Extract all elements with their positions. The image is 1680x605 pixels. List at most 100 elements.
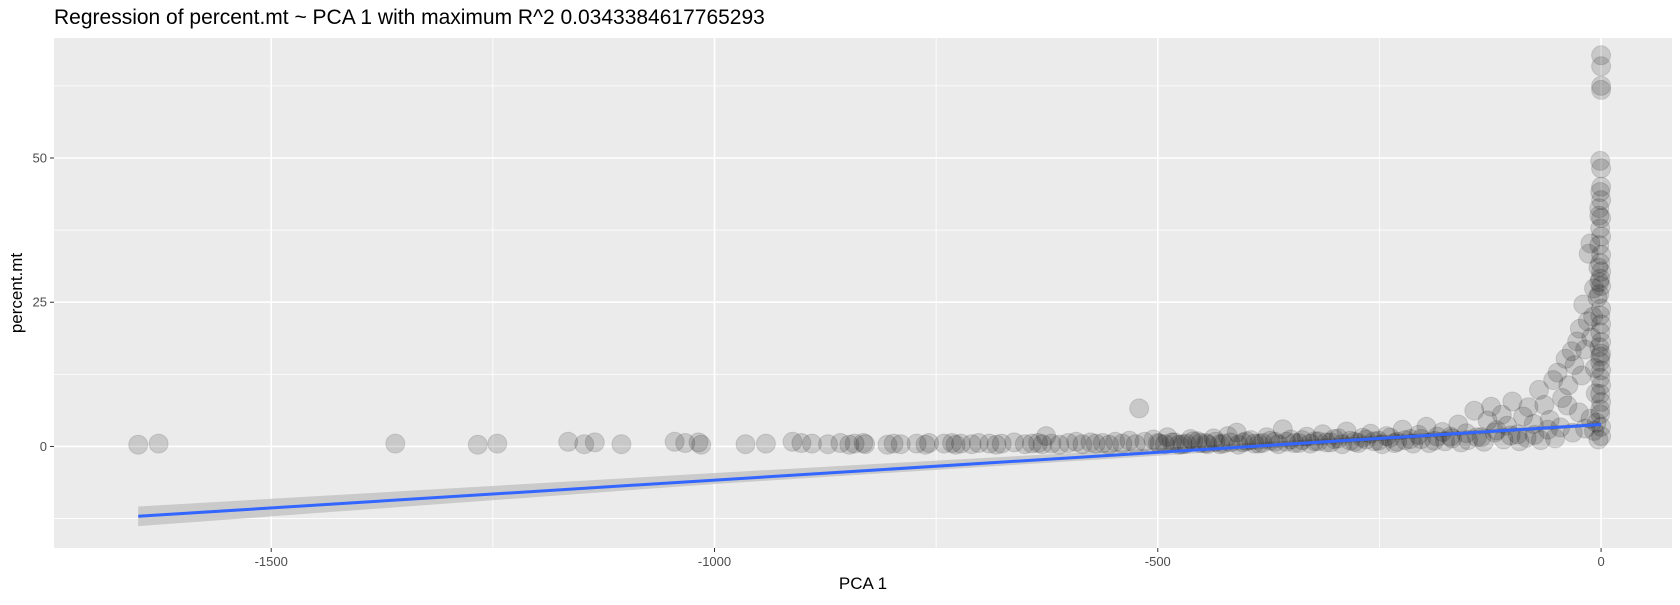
scatter-point [1589,198,1610,219]
scatter-point [1252,433,1273,453]
scatter-point [611,434,632,455]
scatter-point [1004,432,1025,453]
scatter-point [1557,395,1578,416]
scatter-point [1591,244,1612,265]
scatter-point [1464,400,1485,421]
scatter-point [1491,404,1512,425]
scatter-point [1590,322,1611,343]
scatter-point [1392,419,1413,440]
x-tick-label: -1000 [698,554,731,569]
scatter-point [1577,311,1598,332]
scatter-point [1584,358,1605,378]
scatter-point [1028,433,1049,453]
scatter-point [1248,433,1269,454]
scatter-point [1014,434,1035,455]
scatter-point [1588,429,1609,450]
scatter-point [1591,276,1612,297]
scatter-point [1591,261,1612,282]
scatter-point [1591,158,1612,179]
scatter-point [735,434,756,455]
scatter-point [890,434,911,455]
scatter-point [1591,314,1612,335]
x-tick-label: -500 [1145,554,1171,569]
scatter-point [1432,422,1453,442]
scatter-point [1049,434,1070,455]
x-axis-ticks: -1500 -1000 -500 0 [255,548,1605,569]
scatter-point [945,434,966,455]
scatter-point [1587,287,1608,308]
scatter-point [1591,298,1612,319]
scatter-point [1591,416,1612,437]
scatter-point [1244,433,1265,454]
scatter-point [1092,433,1113,453]
scatter-point [986,434,1007,455]
scatter-point [574,434,595,455]
x-axis-title: PCA 1 [839,574,887,593]
y-tick-label: 50 [33,151,47,166]
scatter-point [1552,388,1573,408]
scatter-point [1530,430,1551,451]
scatter-point [128,434,149,455]
scatter-point [1567,331,1588,352]
scatter-point [791,433,812,453]
y-axis-title: percent.mt [7,253,26,334]
scatter-point [1590,182,1611,202]
scatter-point [915,434,936,455]
scatter-point [1419,433,1440,453]
scatter-point [1590,218,1611,239]
x-tick-label: -1500 [255,554,288,569]
scatter-point [1066,431,1087,452]
scatter-point [961,434,982,455]
scatter-point [1573,294,1594,315]
scatter-point [1569,318,1590,339]
scatter-point [1590,399,1611,420]
scatter-point [467,434,488,455]
scatter-point [1564,355,1585,376]
scatter-point [1591,426,1612,447]
scatter-point [1272,419,1293,440]
scatter-point [883,433,904,454]
scatter-point [855,434,876,455]
scatter-point [1502,391,1523,412]
scatter-point [1021,433,1042,454]
scatter-point [1217,426,1238,447]
scatter-point [755,433,776,454]
scatter-point [664,431,685,452]
scatter-point [1080,432,1101,453]
scatter-point [1481,396,1502,417]
scatter-point [1591,176,1612,197]
scatter-point [1041,433,1062,454]
scatter-point [1581,327,1602,348]
scatter-point [1571,365,1592,386]
scatter-point [1129,398,1150,419]
scatter-point [1058,433,1079,453]
scatter-point [951,433,971,454]
scatter-point [1589,337,1610,358]
scatter-point [1157,427,1178,448]
scatter-point [1589,284,1610,305]
scatter-point [942,433,963,453]
scatter-point [1590,253,1611,273]
scatter-point [1328,428,1349,449]
scatter-point [1578,243,1599,264]
scatter-points [128,45,1612,455]
scatter-point [1312,424,1333,445]
scatter-point [1403,433,1424,454]
scatter-point [968,433,989,453]
scatter-point [1590,150,1611,171]
scatter-point [1590,367,1611,388]
scatter-point [1591,360,1612,381]
scatter-point [844,433,865,454]
scatter-point [1400,429,1421,449]
major-gridlines [54,38,1672,548]
scatter-point [839,434,860,455]
scatter-point [1589,272,1610,292]
scatter-point [1591,392,1612,412]
scatter-point [830,433,851,453]
scatter-point [1147,433,1168,453]
scatter-point [385,433,406,454]
scatter-point [934,433,955,454]
plot-panel [54,38,1672,548]
scatter-point [1591,208,1612,228]
